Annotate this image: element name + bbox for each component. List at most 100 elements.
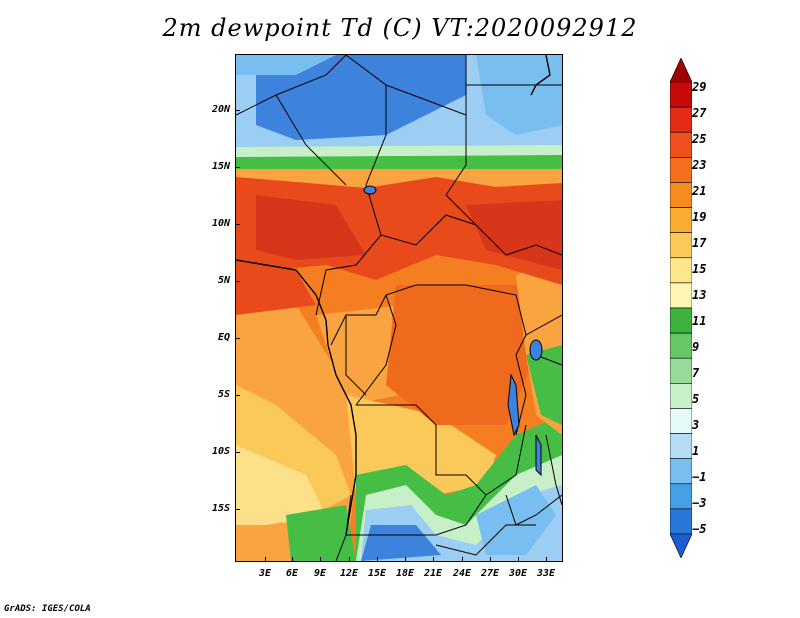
colorbar-label-3: 3 — [692, 418, 700, 432]
border-niger-east — [345, 55, 387, 186]
colorbar-segment — [670, 81, 692, 108]
colorbar-segment — [670, 508, 692, 535]
sw-pale-yellow — [236, 445, 326, 525]
border-nw — [236, 55, 347, 116]
west-coast — [236, 259, 357, 536]
lat-label-15s: 15S — [211, 503, 230, 514]
colorbar-label-17: 17 — [692, 236, 707, 250]
lat-label-20n: 20N — [211, 104, 230, 115]
lon-tick — [265, 557, 266, 562]
sahel-dark-east — [466, 200, 562, 270]
sahel-dark-west — [256, 195, 366, 260]
colorbar-label-15: 15 — [692, 262, 707, 276]
lat-tick — [235, 224, 240, 225]
colorbar-segment — [670, 207, 692, 233]
lon-label-24e: 24E — [452, 568, 472, 579]
colorbar-segment — [670, 383, 692, 409]
border-mozambique — [545, 434, 562, 506]
border-chad — [385, 84, 477, 226]
colorbar-label-1: 1 — [692, 444, 700, 458]
colorbar-segment — [670, 257, 692, 284]
border-angola-namibia — [346, 494, 487, 536]
lat-label-5n: 5N — [217, 275, 230, 286]
colorbar-label-5: 5 — [692, 392, 700, 406]
lon-tick — [377, 557, 378, 562]
lon-tick — [320, 557, 321, 562]
border-zambia — [465, 424, 527, 496]
border-uganda — [525, 314, 562, 336]
central-orange-red — [386, 285, 536, 425]
lon-label-27e: 27E — [480, 568, 500, 579]
colorbar-segment — [670, 131, 692, 158]
lon-label-9e: 9E — [313, 568, 327, 579]
lat-label-5s: 5S — [217, 389, 230, 400]
colorbar-segment — [670, 483, 692, 510]
border-zimbabwe — [505, 494, 562, 526]
gulf-guinea-red — [236, 260, 316, 315]
lon-label-30e: 30E — [508, 568, 528, 579]
border-congo-north — [330, 294, 387, 346]
coastlines — [236, 55, 551, 536]
lon-tick — [546, 557, 547, 562]
sw-green — [286, 505, 356, 561]
border-nigeria-cameroon — [315, 184, 382, 316]
lat-label-10s: 10S — [211, 446, 230, 457]
lat-tick — [235, 167, 240, 168]
lon-label-15e: 15E — [367, 568, 387, 579]
colorbar-label-neg5: −5 — [692, 522, 707, 536]
lat-tick — [235, 509, 240, 510]
lon-tick — [490, 557, 491, 562]
colorbar-label-neg3: −3 — [692, 496, 707, 510]
lat-tick — [235, 452, 240, 453]
sahara-mid-blue — [476, 55, 562, 135]
border-drc-east — [515, 294, 527, 436]
border-angola-drc — [356, 404, 466, 476]
colorbar-segment — [670, 458, 692, 485]
colorbar-label-13: 13 — [692, 288, 707, 302]
lat-label-eq: EQ — [217, 332, 230, 343]
colorbar-label-21: 21 — [692, 184, 707, 198]
south-blue-east — [476, 485, 556, 555]
sahara-blue — [256, 55, 466, 140]
red-sea-coast — [530, 55, 551, 96]
colorbar-segment — [670, 357, 692, 384]
lon-label-12e: 12E — [339, 568, 359, 579]
colorbar-label-neg1: −1 — [692, 470, 707, 484]
east-green — [526, 345, 562, 425]
colorbar-segment — [670, 408, 692, 434]
colorbar-label-9: 9 — [692, 340, 700, 354]
lake-tanganyika — [507, 373, 520, 437]
colorbar-segment — [670, 232, 692, 259]
lake-victoria — [529, 339, 543, 361]
border-sudan-south — [475, 224, 562, 256]
dewpoint-map — [235, 54, 563, 562]
border-congo-drc — [355, 294, 397, 406]
map-title: 2m dewpoint Td (C) VT:2020092912 — [162, 14, 638, 42]
lat-tick — [235, 281, 240, 282]
colorbar-label-23: 23 — [692, 158, 707, 172]
lon-label-21e: 21E — [423, 568, 443, 579]
lon-tick — [518, 557, 519, 562]
colorbar-label-25: 25 — [692, 132, 707, 146]
lake-malawi — [535, 434, 542, 477]
south-blue-west — [361, 525, 441, 561]
lon-tick — [349, 557, 350, 562]
border-gabon — [345, 315, 367, 396]
border-car-north — [380, 214, 477, 246]
colorbar-label-7: 7 — [692, 366, 700, 380]
lat-label-10n: 10N — [211, 218, 230, 229]
lat-tick — [235, 110, 240, 111]
colorbar-label-11: 11 — [692, 314, 707, 328]
country-borders — [236, 55, 562, 561]
lon-label-33e: 33E — [536, 568, 556, 579]
colorbar-label-29: 29 — [692, 80, 707, 94]
lon-label-3e: 3E — [258, 568, 272, 579]
lakes — [363, 185, 543, 477]
lon-tick — [405, 557, 406, 562]
colorbar-segment — [670, 433, 692, 459]
lat-label-15n: 15N — [211, 161, 230, 172]
lon-tick — [292, 557, 293, 562]
colorbar-segment — [670, 332, 692, 359]
north-yellow-band — [236, 165, 562, 188]
lon-tick — [433, 557, 434, 562]
